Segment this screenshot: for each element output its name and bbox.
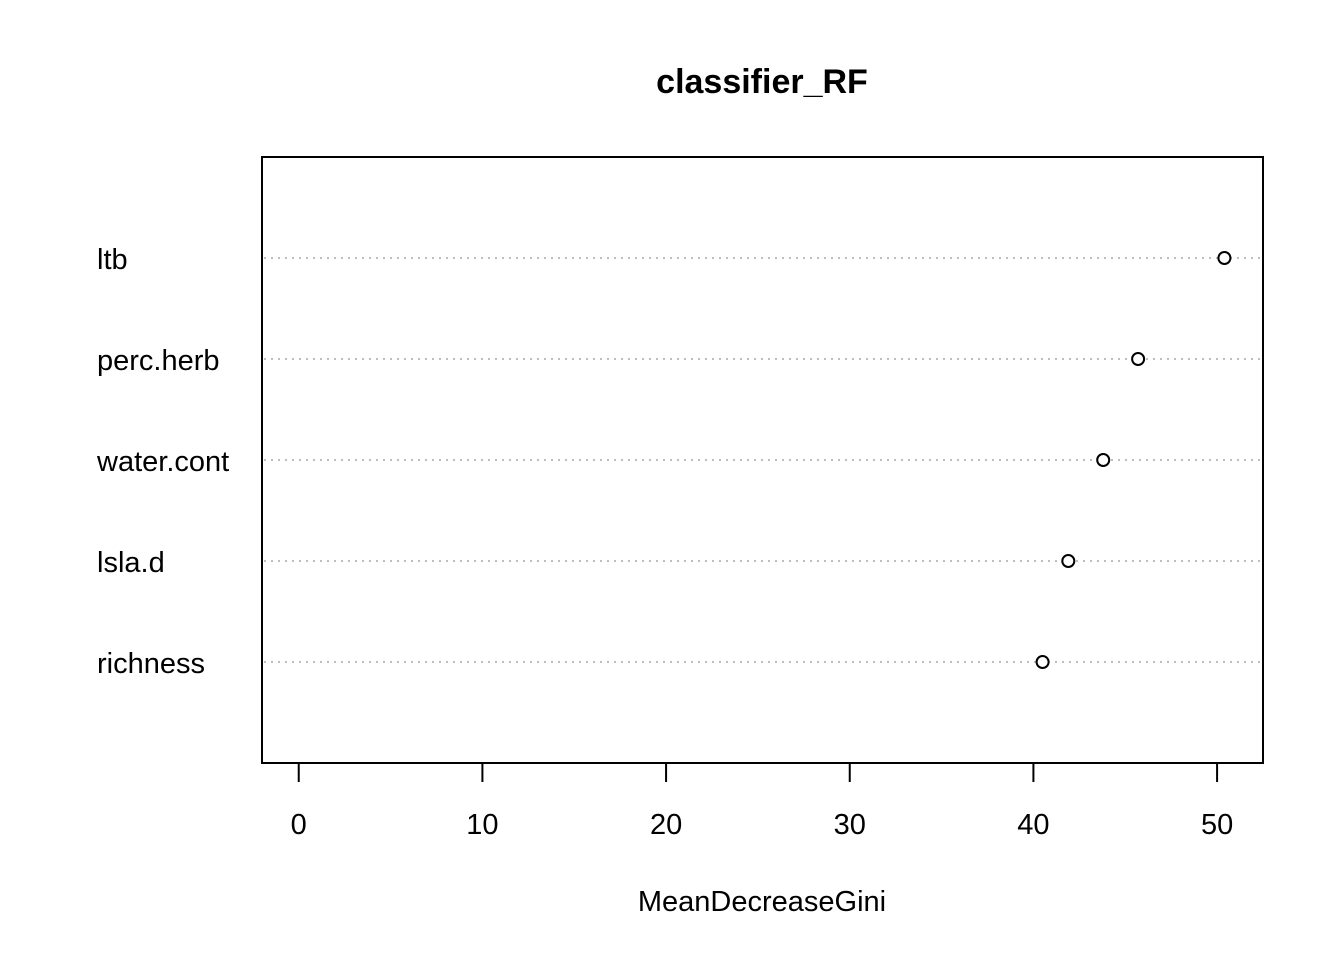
gridlines-group — [264, 257, 1261, 663]
chart-title: classifier_RF — [656, 63, 868, 101]
point-water.cont — [1096, 453, 1111, 467]
x-tick-label-10: 10 — [466, 809, 498, 841]
x-axis-group: 0 10 20 30 40 50 — [291, 762, 1233, 841]
category-label-perc.herb: perc.herb — [97, 345, 220, 377]
point-richness — [1035, 655, 1050, 669]
x-tick-label-40: 40 — [1017, 809, 1049, 841]
category-label-lsla.d: lsla.d — [97, 547, 165, 579]
category-label-ltb: ltb — [97, 244, 128, 276]
point-ltb — [1217, 251, 1232, 265]
x-tick-label-30: 30 — [834, 809, 866, 841]
x-tick-label-20: 20 — [650, 809, 682, 841]
point-lsla.d — [1061, 554, 1076, 568]
category-label-water.cont: water.cont — [96, 446, 229, 478]
category-labels-group: ltb perc.herb water.cont lsla.d richness — [96, 244, 229, 680]
point-perc.herb — [1131, 352, 1146, 366]
x-axis-label: MeanDecreaseGini — [638, 886, 886, 918]
x-tick-label-0: 0 — [291, 809, 307, 841]
points-group — [1035, 251, 1232, 669]
category-label-richness: richness — [97, 648, 205, 680]
x-tick-label-50: 50 — [1201, 809, 1233, 841]
